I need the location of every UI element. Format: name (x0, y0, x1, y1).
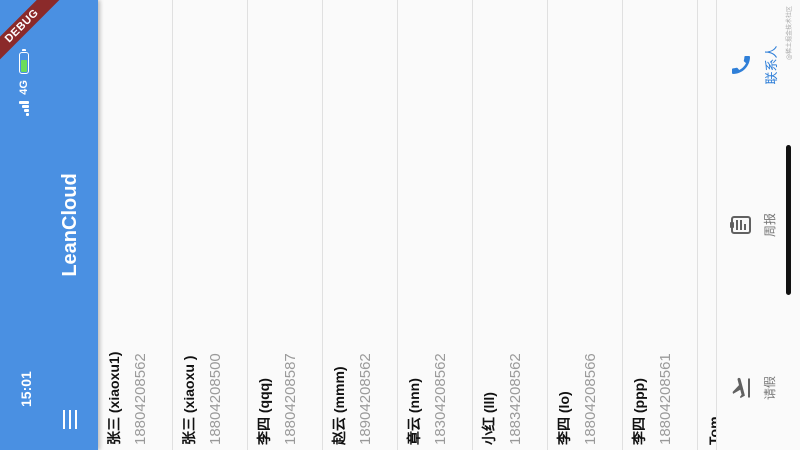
status-indicators: 4G (18, 52, 30, 116)
status-bar: 15:01 4G DEBUG (0, 0, 62, 450)
phone-icon (729, 53, 757, 77)
list-item[interactable]: 赵云 (mmm) 18904208562 (323, 0, 398, 450)
contact-name: 李四 (ppp) (631, 378, 647, 445)
debug-banner: DEBUG (0, 0, 62, 66)
contact-list[interactable]: 张三 (xiaoxu1) 18804208562 张三 (xiaoxu ) 18… (98, 0, 722, 450)
contact-phone: 18304208562 (432, 353, 449, 445)
contact-phone: 18804208561 (657, 353, 674, 445)
nav-label-contacts: 联系人 (765, 45, 780, 85)
contact-phone: 18804208500 (207, 353, 224, 445)
contact-name: 李四 (qqq) (256, 378, 272, 445)
contact-phone: 18904208562 (357, 353, 374, 445)
list-item[interactable]: 李四 (ppp) 18804208561 (623, 0, 698, 450)
nav-label-weekly-report: 周报 (763, 213, 777, 238)
status-time: 15:01 (18, 371, 34, 407)
home-indicator[interactable] (786, 145, 791, 295)
flight-takeoff-icon (729, 376, 757, 400)
signal-icon (19, 100, 29, 116)
bottom-navigation: 请假 周报 联系人 (716, 0, 800, 450)
list-item[interactable]: 小红 (lll) 18834208562 (473, 0, 548, 450)
contact-phone: 18804208587 (282, 353, 299, 445)
network-label: 4G (18, 80, 30, 95)
list-item[interactable]: 李四 (qqq) 18804208587 (248, 0, 323, 450)
page-title: LeanCloud (59, 173, 81, 277)
nav-item-leave[interactable]: 请假 (717, 348, 787, 428)
watermark: @稀土掘金技术社区 (786, 6, 793, 61)
contact-phone: 18804208566 (582, 353, 599, 445)
contact-name: 赵云 (mmm) (331, 366, 347, 445)
contact-name: 张三 (xiaoxu ) (181, 355, 197, 445)
battery-icon (19, 52, 29, 74)
contact-name: 小红 (lll) (481, 392, 497, 445)
contact-name: 章云 (nnn) (406, 378, 422, 445)
contact-name: 张三 (xiaoxu1) (106, 351, 122, 445)
list-item[interactable]: 章云 (nnn) 18304208562 (398, 0, 473, 450)
list-item[interactable]: 张三 (xiaoxu1) 18804208562 (98, 0, 173, 450)
contact-phone: 18804208562 (132, 353, 149, 445)
app-bar: 15:01 4G DEBUG LeanCloud (0, 0, 98, 450)
nav-item-contacts[interactable]: 联系人 (717, 25, 787, 105)
nav-item-weekly-report[interactable]: 周报 (717, 185, 787, 265)
nav-label-leave: 请假 (763, 376, 777, 401)
contact-phone: 18834208562 (507, 353, 524, 445)
contact-name: 李四 (lo) (556, 391, 572, 445)
weekly-report-icon (729, 213, 757, 237)
list-item[interactable]: 李四 (lo) 18804208566 (548, 0, 623, 450)
list-item[interactable]: 张三 (xiaoxu ) 18804208500 (173, 0, 248, 450)
